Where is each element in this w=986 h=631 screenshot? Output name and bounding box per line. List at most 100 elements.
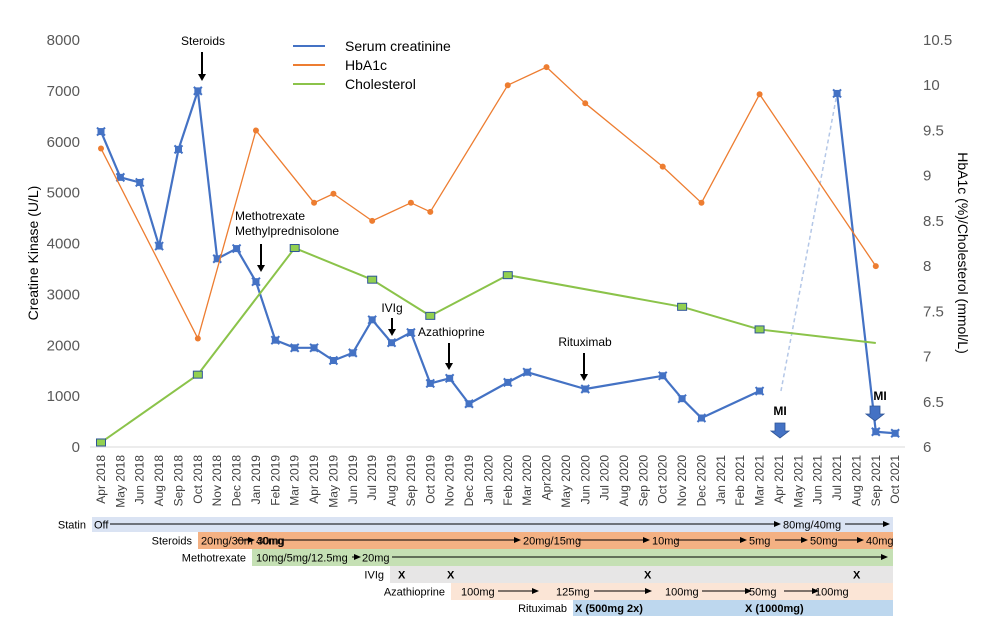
data-point-cholesterol	[754, 325, 765, 334]
timeline-arrow-icon	[838, 537, 864, 543]
timeline-dose: 125mg	[556, 587, 590, 599]
timeline-arrow-icon	[845, 521, 890, 527]
y-tick-label: 5000	[47, 185, 80, 202]
y-axis-title: Creatine Kinase (U/L)	[25, 186, 41, 321]
series-line-cholesterol	[100, 247, 876, 444]
x-tick-label: Jul 2021	[830, 455, 844, 501]
timeline-dose: 10mg/5mg/12.5mg	[256, 553, 348, 565]
timeline-mark: X (500mg 2x)	[575, 603, 643, 615]
timeline-row-label: IVIg	[364, 570, 384, 582]
x-tick-label: Feb 2021	[733, 455, 747, 506]
x-tick-label: Oct 2021	[888, 455, 902, 504]
x-tick-label: May 2021	[791, 455, 805, 508]
x-tick-label: Oct 2020	[656, 455, 670, 504]
data-point-serum-creatinine	[406, 327, 416, 338]
x-tick-label: Apr 2021	[772, 455, 786, 504]
x-tick-label: Jul 2019	[365, 455, 379, 501]
data-point-hba1c	[543, 64, 550, 71]
timeline-dose: 5mg	[749, 536, 770, 548]
data-point-serum-creatinine	[231, 243, 242, 254]
x-tick-label: Feb 2019	[268, 455, 282, 506]
x-tick-label: Apr2020	[540, 455, 554, 501]
data-point-serum-creatinine	[154, 241, 164, 251]
timeline-bar	[573, 600, 893, 616]
timeline-arrow-icon	[392, 554, 888, 560]
data-point-serum-creatinine	[425, 378, 435, 389]
timeline-mark: X (1000mg)	[745, 603, 804, 615]
data-point-serum-creatinine	[328, 355, 339, 366]
x-tick-label: Apr 2018	[94, 455, 108, 504]
timeline-arrow-icon	[352, 554, 361, 560]
annotation-mi: MI	[773, 404, 786, 418]
data-point-hba1c	[427, 208, 434, 215]
data-point-hba1c	[659, 163, 666, 170]
x-tick-label: Mar 2019	[288, 455, 302, 506]
y-right-tick-label: 8	[923, 258, 931, 275]
annotation-azathioprine: Azathioprine	[418, 325, 485, 339]
timeline-mark: X	[447, 570, 455, 582]
series-line-hba1c	[100, 66, 877, 340]
data-point-hba1c	[698, 199, 705, 206]
x-tick-label: May 2020	[559, 455, 573, 508]
data-point-serum-creatinine	[464, 399, 474, 409]
timeline-arrow-icon	[676, 537, 747, 543]
timeline-dose: 30mg	[257, 536, 285, 548]
x-tick-label: Jun 2018	[133, 455, 147, 505]
y-right-tick-label: 9.5	[923, 122, 944, 139]
data-point-serum-creatinine	[289, 343, 300, 353]
annotation-mi: MI	[873, 389, 886, 403]
timeline-arrow-icon	[784, 588, 819, 594]
data-point-serum-creatinine	[871, 427, 881, 437]
x-tick-label: Nov 2020	[675, 455, 689, 507]
data-point-hba1c	[330, 190, 337, 197]
x-tick-label: Mar 2021	[753, 455, 767, 506]
data-point-hba1c	[582, 100, 589, 107]
x-tick-label: Aug 2020	[617, 455, 631, 507]
x-tick-label: May 2019	[326, 455, 340, 508]
timeline-row-azathioprine: Azathioprine	[384, 583, 893, 600]
y-right-tick-label: 10	[923, 77, 940, 94]
y-tick-label: 6000	[47, 134, 80, 151]
data-point-cholesterol	[425, 311, 436, 320]
annotation-methylprednisolone: Methylprednisolone	[235, 224, 339, 238]
x-tick-label: Nov 2018	[210, 455, 224, 507]
x-tick-label: Jan 2020	[481, 455, 495, 505]
timeline-arrow-icon	[498, 588, 539, 594]
legend-item: Cholesterol	[293, 76, 416, 92]
data-point-serum-creatinine	[251, 276, 261, 287]
y-tick-label: 8000	[47, 32, 80, 49]
x-tick-label: Jun 2020	[578, 455, 592, 505]
timeline-dose: 20mg/15mg	[523, 536, 581, 548]
timeline-bar	[451, 583, 893, 600]
x-tick-label: Apr 2019	[307, 455, 321, 504]
data-point-serum-creatinine	[96, 126, 106, 137]
data-point-hba1c	[756, 91, 763, 98]
data-point-hba1c	[872, 263, 879, 270]
legend-label: HbA1c	[345, 57, 387, 73]
timeline-dose: 10mg	[652, 536, 680, 548]
y-right-tick-label: 7	[923, 349, 931, 366]
y-tick-label: 1000	[47, 388, 80, 405]
timeline-arrow-icon	[775, 537, 808, 543]
timeline-row-rituximab: Rituximab	[518, 600, 893, 616]
data-point-serum-creatinine	[696, 413, 707, 423]
annotation-rituximab: Rituximab	[558, 335, 612, 349]
x-tick-label: Sep 2021	[869, 455, 883, 507]
x-tick-label: Oct 2019	[423, 455, 437, 504]
x-tick-label: Jun 2021	[811, 455, 825, 505]
data-point-serum-creatinine	[832, 88, 842, 99]
legend-item: Serum creatinine	[293, 38, 451, 54]
timeline-row-label: Rituximab	[518, 603, 567, 615]
y-right-tick-label: 9	[923, 168, 931, 185]
data-point-serum-creatinine	[890, 428, 900, 438]
gap-dashed-line	[780, 93, 838, 392]
timeline-row-ivig: IVIg	[364, 566, 893, 583]
data-point-serum-creatinine	[173, 144, 184, 155]
timeline-row-label: Steroids	[152, 536, 193, 548]
x-tick-label: Sep 2019	[404, 455, 418, 507]
x-tick-label: Jul 2020	[598, 455, 612, 501]
timeline-dose: 80mg/40mg	[783, 520, 841, 532]
mi-arrow-icon	[769, 422, 791, 439]
timeline-dose: 50mg	[810, 536, 838, 548]
x-tick-label: Mar 2020	[520, 455, 534, 506]
